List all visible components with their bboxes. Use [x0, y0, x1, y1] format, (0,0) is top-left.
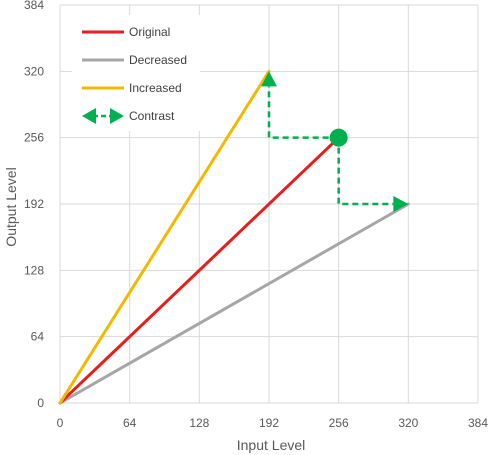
- x-tick-label: 128: [189, 416, 209, 430]
- x-tick-label: 384: [468, 416, 488, 430]
- contrast-down-arrowhead: [393, 196, 409, 212]
- y-tick-label: 256: [24, 131, 44, 145]
- contrast-arrows: [261, 71, 409, 212]
- x-axis-title: Input Level: [237, 437, 306, 453]
- contrast-down-dashed-line: [337, 137, 394, 206]
- contrast-up-arrowhead: [261, 71, 277, 87]
- y-tick-label: 384: [24, 0, 44, 12]
- legend-label-original: Original: [129, 25, 170, 39]
- legend-label-decreased: Decreased: [129, 53, 187, 67]
- x-tick-label: 192: [259, 416, 279, 430]
- legend-label-increased: Increased: [129, 81, 182, 95]
- x-tick-label: 256: [329, 416, 349, 430]
- y-tick-label: 128: [24, 263, 44, 277]
- y-tick-label: 0: [37, 396, 44, 410]
- contrast-center-point: [329, 128, 348, 147]
- legend: Original Decreased Increased Contrast: [72, 15, 200, 131]
- series-line-increased: [58, 69, 271, 405]
- x-tick-label: 0: [57, 416, 64, 430]
- series-lines: [58, 69, 410, 405]
- x-tick-label: 64: [123, 416, 137, 430]
- legend-label-contrast: Contrast: [129, 109, 175, 123]
- legend-swatch-contrast-left-arrowhead: [82, 108, 96, 124]
- y-tick-label: 64: [31, 330, 45, 344]
- contrast-up-dashed-line: [267, 86, 339, 139]
- y-tick-label: 192: [24, 197, 44, 211]
- y-axis-title: Output Level: [3, 167, 19, 246]
- x-tick-label: 320: [398, 416, 418, 430]
- y-tick-label: 320: [24, 64, 44, 78]
- series-line-decreased: [58, 202, 410, 405]
- tick-labels: 0 64 128 192 256 320 384 0 64 128 192 256 320 384: [24, 0, 488, 430]
- series-line-original: [58, 136, 341, 405]
- legend-swatch-contrast-right-arrowhead: [110, 108, 124, 124]
